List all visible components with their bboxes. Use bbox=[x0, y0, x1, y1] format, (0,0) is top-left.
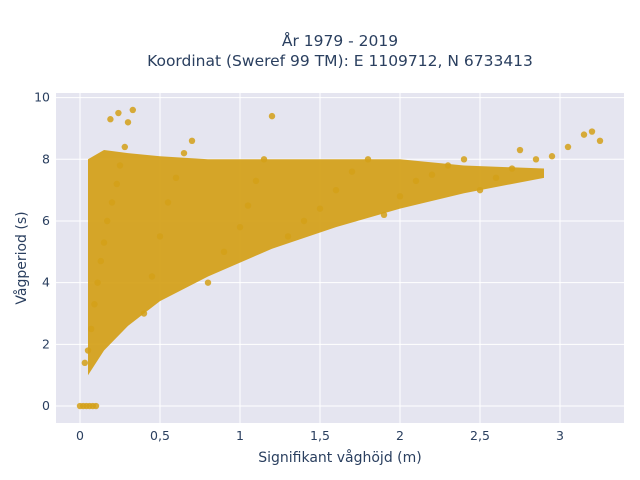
data-point bbox=[92, 402, 100, 410]
data-point bbox=[380, 211, 388, 219]
data-points bbox=[76, 106, 604, 410]
data-point bbox=[508, 165, 516, 172]
data-point bbox=[236, 223, 244, 231]
x-tick-label: 3 bbox=[556, 428, 564, 443]
data-point bbox=[348, 168, 356, 175]
data-point bbox=[129, 106, 136, 114]
data-point bbox=[332, 186, 340, 194]
x-tick-label: 1 bbox=[236, 428, 244, 443]
data-point bbox=[100, 239, 108, 246]
data-point bbox=[164, 199, 172, 206]
data-point bbox=[172, 174, 180, 182]
x-tick-labels: 0 0,5 1 1,5 2 2,5 3 bbox=[76, 428, 564, 443]
data-point bbox=[107, 116, 114, 123]
data-point bbox=[564, 143, 572, 151]
data-point bbox=[108, 199, 116, 206]
data-point bbox=[220, 248, 228, 256]
data-point bbox=[492, 174, 500, 182]
data-point bbox=[588, 128, 596, 135]
x-tick-label: 0 bbox=[76, 428, 84, 443]
data-point bbox=[516, 146, 524, 154]
data-point bbox=[460, 156, 468, 163]
y-tick-label: 0 bbox=[42, 398, 50, 413]
x-tick-label: 0,5 bbox=[150, 428, 170, 443]
density-band-area bbox=[88, 150, 544, 376]
data-point bbox=[84, 347, 92, 354]
data-point bbox=[104, 217, 111, 225]
y-axis-title: Vågperiod (s) bbox=[13, 211, 30, 304]
y-tick-label: 6 bbox=[42, 213, 50, 228]
chart-title-line-1: År 1979 - 2019 bbox=[282, 31, 398, 50]
data-point bbox=[121, 143, 128, 151]
data-point bbox=[428, 171, 436, 178]
y-tick-labels: 0 2 4 6 8 10 bbox=[34, 90, 50, 413]
y-tick-label: 8 bbox=[42, 151, 50, 166]
data-point bbox=[260, 156, 268, 163]
y-tick-label: 2 bbox=[42, 336, 50, 351]
data-point bbox=[97, 257, 105, 265]
data-point bbox=[188, 137, 196, 145]
x-axis-title: Signifikant våghöjd (m) bbox=[258, 449, 421, 466]
data-point bbox=[596, 137, 604, 145]
data-point bbox=[284, 233, 292, 240]
x-tick-label: 2 bbox=[396, 428, 404, 443]
chart-title-line-2: Koordinat (Sweref 99 TM): E 1109712, N 6… bbox=[147, 52, 533, 70]
data-point bbox=[548, 153, 556, 160]
data-point bbox=[580, 131, 588, 138]
data-point bbox=[244, 202, 252, 209]
data-point bbox=[476, 186, 484, 194]
density-band bbox=[88, 150, 544, 376]
data-point bbox=[94, 279, 101, 286]
data-point bbox=[412, 177, 420, 185]
data-point bbox=[300, 217, 308, 225]
data-point bbox=[396, 193, 404, 200]
data-point bbox=[113, 180, 121, 188]
data-point bbox=[140, 310, 148, 317]
data-point bbox=[88, 325, 95, 333]
data-point bbox=[180, 149, 188, 157]
x-tick-label: 1,5 bbox=[310, 428, 330, 443]
data-point bbox=[156, 233, 164, 240]
data-point bbox=[532, 156, 540, 163]
data-point bbox=[81, 359, 89, 367]
data-point bbox=[148, 273, 156, 280]
data-point bbox=[204, 279, 212, 286]
y-tick-label: 10 bbox=[34, 90, 50, 105]
data-point bbox=[115, 109, 122, 117]
data-point bbox=[124, 119, 132, 126]
data-point bbox=[268, 112, 276, 120]
data-point bbox=[316, 205, 324, 212]
data-point bbox=[444, 162, 452, 169]
y-tick-label: 4 bbox=[42, 275, 50, 290]
data-point bbox=[252, 177, 260, 185]
x-tick-label: 2,5 bbox=[470, 428, 490, 443]
data-point bbox=[116, 162, 124, 169]
data-point bbox=[91, 301, 98, 308]
data-point bbox=[364, 156, 372, 163]
